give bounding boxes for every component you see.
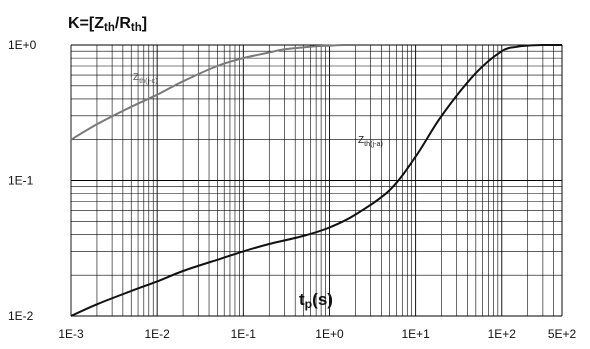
series-line-zth-ja <box>70 43 563 317</box>
x-axis-label: tp(s) <box>299 290 333 311</box>
x-tick-label: 1E+2 <box>488 327 517 341</box>
series-label-zth-ja: Zth(j-a) <box>358 135 383 148</box>
x-tick-label: 5E+2 <box>548 327 577 341</box>
y-tick-label: 1E-1 <box>8 174 34 188</box>
y-axis-label: K=[Zth/Rth] <box>68 15 147 34</box>
series-line-zth-jc <box>70 43 356 141</box>
series-lines <box>70 43 563 317</box>
y-tick-label: 1E-2 <box>8 309 34 323</box>
tick-labels: 1E-3 1E-2 1E-1 1E+0 1E+1 1E+2 5E+2 1E+0 1E-1 1E-2 <box>8 38 577 341</box>
x-tick-label: 1E-1 <box>231 327 257 341</box>
series-label-zth-jc: Zth(j-c) <box>133 72 157 85</box>
x-tick-label: 1E+0 <box>315 327 344 341</box>
x-tick-label: 1E+1 <box>401 327 430 341</box>
grid <box>70 44 563 317</box>
y-tick-label: 1E+0 <box>8 38 37 52</box>
x-tick-label: 1E-2 <box>144 327 170 341</box>
x-tick-label: 1E-3 <box>58 327 84 341</box>
